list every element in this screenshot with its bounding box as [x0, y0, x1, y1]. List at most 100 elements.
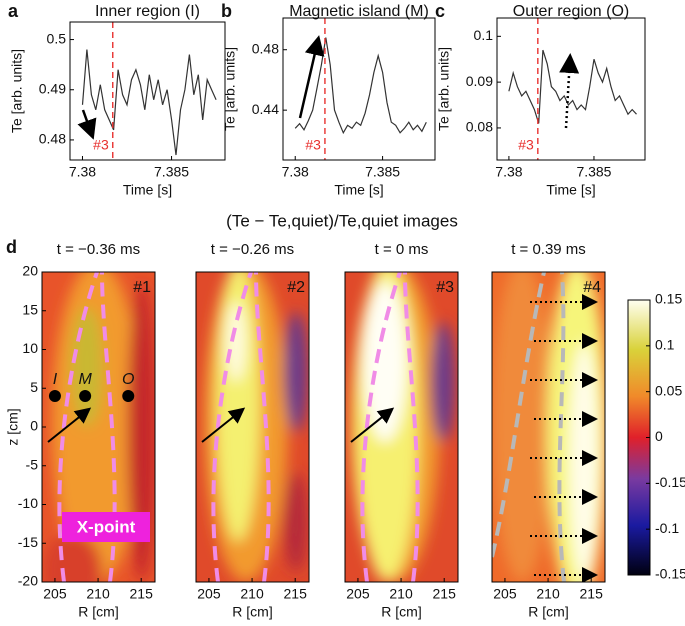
y-tick-label: 20 [22, 263, 38, 279]
data-line [508, 49, 637, 124]
x-tick-label: 7.38 [282, 164, 309, 180]
x-tick-label: 205 [346, 586, 370, 602]
x-tick-label: 210 [536, 586, 560, 602]
y-tick-label: 0.08 [466, 119, 493, 135]
x-tick-label: 215 [433, 586, 457, 602]
probe-label: M [78, 371, 92, 388]
time-label: t = 0 ms [375, 241, 429, 258]
probe-point [48, 390, 61, 402]
time-label: t = 0.39 ms [511, 241, 586, 258]
plot-frame [282, 17, 436, 161]
probe-label: O [122, 371, 134, 388]
x-tick-label: 215 [284, 586, 308, 602]
heat-blob [431, 322, 455, 442]
time-label: t = −0.36 ms [57, 241, 140, 258]
frame-tag: #4 [583, 279, 601, 296]
data-line [294, 37, 427, 135]
y-axis-label: z [cm] [5, 408, 21, 445]
x-axis-label: R [cm] [381, 604, 421, 620]
separatrix [557, 272, 566, 582]
frame-tag: #3 [436, 279, 454, 296]
x-axis-label: R [cm] [232, 604, 272, 620]
heat-blob [492, 272, 552, 582]
separatrix [57, 272, 99, 582]
probe-point [79, 390, 92, 402]
colorbar-tick-label: 0 [655, 428, 663, 444]
event-label: #3 [518, 137, 534, 153]
y-axis-label: Te [arb. units] [222, 47, 238, 131]
arrow [201, 407, 246, 443]
heat-blob [363, 282, 407, 442]
y-axis-label: Te [arb. units] [436, 47, 452, 131]
separatrix [211, 272, 253, 582]
arrow [559, 53, 580, 129]
plot-frame [496, 17, 646, 161]
x-tick-label: 210 [240, 586, 264, 602]
panel-title: Outer region (O) [513, 3, 629, 20]
separatrix [254, 272, 271, 582]
y-tick-label: 10 [22, 340, 38, 356]
y-tick-label: 0 [30, 418, 38, 434]
x-tick-label: 7.38 [69, 164, 96, 180]
separatrix [492, 272, 546, 558]
colorbar-tick-label: -0.15 [655, 566, 685, 582]
data-line [81, 49, 217, 156]
x-axis-label: R [cm] [78, 604, 118, 620]
heat-blob [569, 342, 599, 582]
x-tick-label: 215 [580, 586, 604, 602]
x-axis-label: Time [s] [123, 182, 172, 198]
panel-letter: b [221, 1, 232, 21]
arrow [350, 407, 395, 443]
x-tick-label: 7.385 [576, 164, 611, 180]
y-tick-label: 0.48 [252, 40, 279, 56]
event-label: #3 [93, 137, 109, 153]
x-tick-label: 205 [493, 586, 517, 602]
y-tick-label: 5 [30, 379, 38, 395]
colorbar-tick-label: -0.15 [655, 474, 685, 490]
y-tick-label: 0.49 [39, 80, 66, 96]
heat-blob [42, 532, 102, 582]
heat-image [492, 272, 605, 582]
y-tick-label: 0.5 [47, 30, 67, 46]
heat-blob [71, 307, 103, 427]
y-tick-label: 0.48 [39, 131, 66, 147]
plot-frame [69, 21, 226, 161]
x-tick-label: 205 [43, 586, 67, 602]
heat-blob [128, 282, 155, 582]
colorbar-tick-label: 0.05 [655, 382, 682, 398]
probe-point [122, 390, 135, 402]
x-axis-label: R [cm] [528, 604, 568, 620]
x-tick-label: 215 [130, 586, 154, 602]
y-tick-label: -10 [18, 495, 38, 511]
panel-title: Inner region (I) [95, 3, 200, 20]
arrow [298, 35, 325, 119]
heat-blob [284, 472, 308, 572]
time-label: t = −0.26 ms [211, 241, 294, 258]
annotation: X-point [77, 517, 136, 536]
separatrix [403, 272, 420, 582]
x-tick-label: 7.385 [365, 164, 400, 180]
arrow [47, 407, 92, 443]
colorbar-tick-label: 0.15 [655, 291, 682, 307]
y-axis-label: Te [arb. units] [9, 49, 25, 133]
heat-image [345, 272, 458, 582]
annotation-box [62, 512, 150, 542]
y-tick-label: -20 [18, 573, 38, 589]
heat-image [196, 272, 309, 582]
x-tick-label: 210 [389, 586, 413, 602]
colorbar-tick-label: 0.1 [655, 337, 675, 353]
separatrix [100, 272, 117, 582]
y-tick-label: -5 [26, 456, 39, 472]
x-tick-label: 7.38 [495, 164, 522, 180]
y-tick-label: 15 [22, 301, 38, 317]
colorbar-tick-label: -0.1 [655, 520, 679, 536]
x-tick-label: 7.385 [154, 164, 189, 180]
y-tick-label: 0.1 [474, 27, 494, 43]
frame-tag: #2 [287, 279, 305, 296]
frame-tag: #1 [133, 279, 151, 296]
panel-title: Magnetic island (M) [289, 3, 429, 20]
heat-image [42, 272, 155, 582]
event-label: #3 [305, 137, 321, 153]
x-tick-label: 210 [86, 586, 110, 602]
